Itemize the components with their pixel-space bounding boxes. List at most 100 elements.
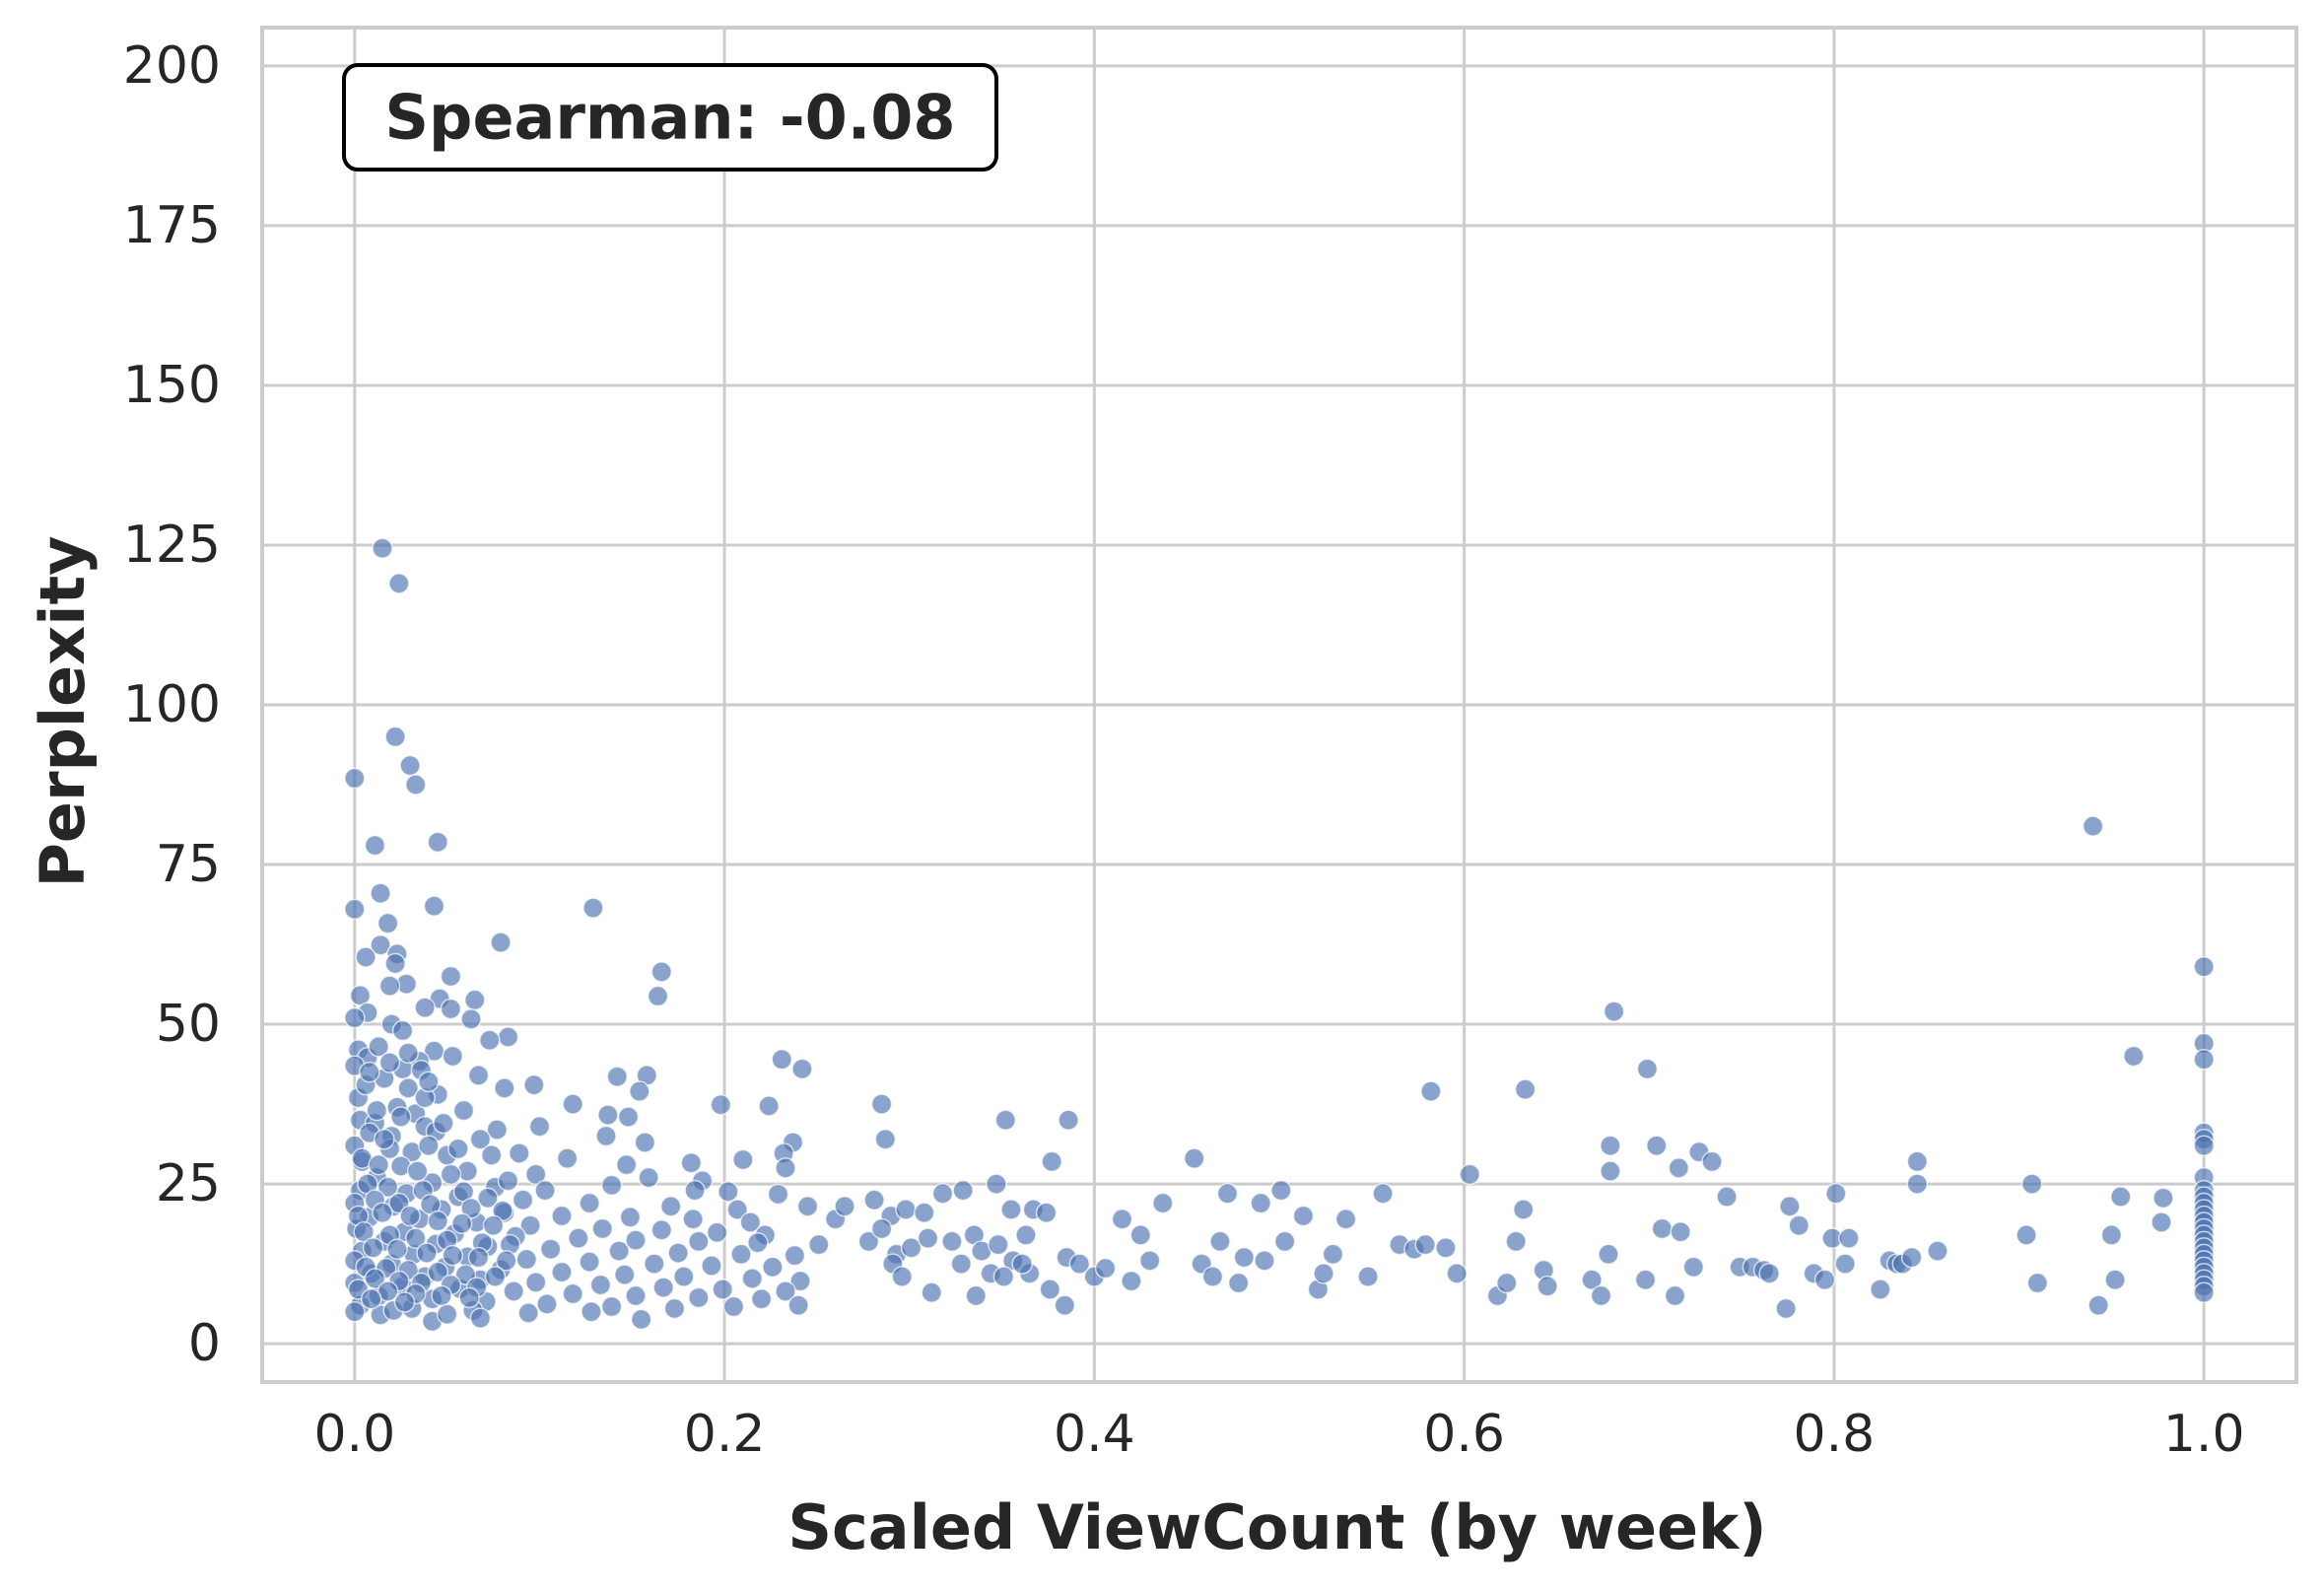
data-point xyxy=(895,1199,917,1220)
data-point xyxy=(376,912,399,934)
data-point xyxy=(579,1192,600,1214)
data-point xyxy=(1138,1250,1161,1272)
data-point xyxy=(418,1071,440,1093)
data-point xyxy=(512,1189,534,1211)
data-point xyxy=(370,934,391,956)
y-tick-label: 200 xyxy=(123,36,221,96)
data-point xyxy=(539,1238,562,1260)
data-point xyxy=(608,1240,630,1262)
data-point xyxy=(874,1128,897,1150)
data-point xyxy=(458,1286,480,1309)
data-point xyxy=(1581,1269,1603,1291)
data-point xyxy=(606,1066,629,1087)
y-tick-label: 175 xyxy=(123,196,221,255)
data-point xyxy=(625,1229,647,1251)
data-point xyxy=(1011,1253,1033,1275)
data-point xyxy=(484,1266,507,1287)
data-point xyxy=(440,998,462,1020)
data-point xyxy=(965,1284,988,1307)
data-point xyxy=(1054,1294,1076,1316)
data-point xyxy=(680,1151,703,1174)
data-point xyxy=(524,1163,547,1186)
data-point xyxy=(414,997,436,1018)
data-point xyxy=(722,1295,745,1318)
data-point xyxy=(1435,1237,1457,1259)
data-point xyxy=(1779,1196,1801,1217)
data-point xyxy=(891,1266,913,1287)
plot-frame xyxy=(260,26,2298,1384)
data-point xyxy=(2026,1272,2049,1294)
data-point xyxy=(941,1230,963,1253)
data-point xyxy=(595,1125,617,1147)
data-point xyxy=(534,1179,556,1202)
data-point xyxy=(467,1065,490,1086)
data-point xyxy=(1825,1183,1847,1205)
data-point xyxy=(469,1128,492,1150)
data-point xyxy=(2109,1186,2132,1208)
data-point xyxy=(617,1106,640,1128)
annotation-box xyxy=(342,63,998,172)
data-point xyxy=(2193,1135,2215,1156)
data-point xyxy=(762,1256,784,1279)
data-point xyxy=(497,1026,519,1048)
data-point xyxy=(688,1286,710,1309)
data-point xyxy=(440,1163,462,1186)
data-point xyxy=(750,1287,773,1310)
data-point xyxy=(913,1202,935,1223)
data-point xyxy=(404,774,427,796)
data-point xyxy=(638,1166,659,1189)
data-point xyxy=(344,1300,366,1323)
data-point xyxy=(1152,1192,1174,1214)
data-point xyxy=(360,1287,382,1310)
data-point xyxy=(629,1080,650,1102)
y-tick-label: 50 xyxy=(156,995,221,1054)
data-point xyxy=(796,1196,819,1217)
data-point xyxy=(1636,1058,1659,1080)
data-point xyxy=(2193,1281,2215,1304)
data-point xyxy=(579,1251,600,1273)
data-point xyxy=(2104,1269,2126,1291)
data-point xyxy=(378,1052,401,1073)
data-point xyxy=(1111,1208,1133,1230)
data-point xyxy=(730,1243,752,1266)
data-point xyxy=(1646,1135,1668,1156)
data-point xyxy=(482,1214,505,1236)
data-point xyxy=(431,1284,452,1307)
data-point xyxy=(650,961,673,983)
data-point xyxy=(1716,1186,1738,1208)
data-point xyxy=(509,1142,530,1164)
data-point xyxy=(718,1181,739,1203)
data-point xyxy=(1000,1199,1022,1220)
data-point xyxy=(775,1157,796,1179)
data-point xyxy=(416,1242,438,1264)
data-point xyxy=(1838,1227,1860,1249)
data-point xyxy=(562,1282,583,1305)
data-point xyxy=(364,1268,386,1289)
data-point xyxy=(1129,1224,1152,1246)
data-point xyxy=(344,1006,366,1029)
data-point xyxy=(388,573,410,594)
data-point xyxy=(495,1250,517,1272)
data-point xyxy=(469,1307,492,1329)
data-point xyxy=(551,1205,573,1227)
data-point xyxy=(447,1138,469,1160)
data-point xyxy=(366,1099,388,1122)
data-point xyxy=(399,1205,421,1227)
data-point xyxy=(992,1266,1015,1287)
data-point xyxy=(384,726,406,748)
data-point xyxy=(452,1099,475,1122)
data-point xyxy=(2100,1224,2123,1246)
data-point xyxy=(464,989,486,1011)
data-point xyxy=(1035,1202,1058,1223)
data-point xyxy=(747,1231,769,1254)
data-point xyxy=(1250,1192,1271,1214)
x-axis-label: Scaled ViewCount (by week) xyxy=(787,1491,1766,1563)
data-point xyxy=(1334,1208,1357,1230)
data-point xyxy=(673,1266,695,1287)
data-point xyxy=(2153,1187,2174,1210)
data-point xyxy=(1015,1224,1037,1246)
data-point xyxy=(986,1173,1007,1195)
data-point xyxy=(1590,1284,1612,1307)
data-point xyxy=(450,1212,473,1235)
